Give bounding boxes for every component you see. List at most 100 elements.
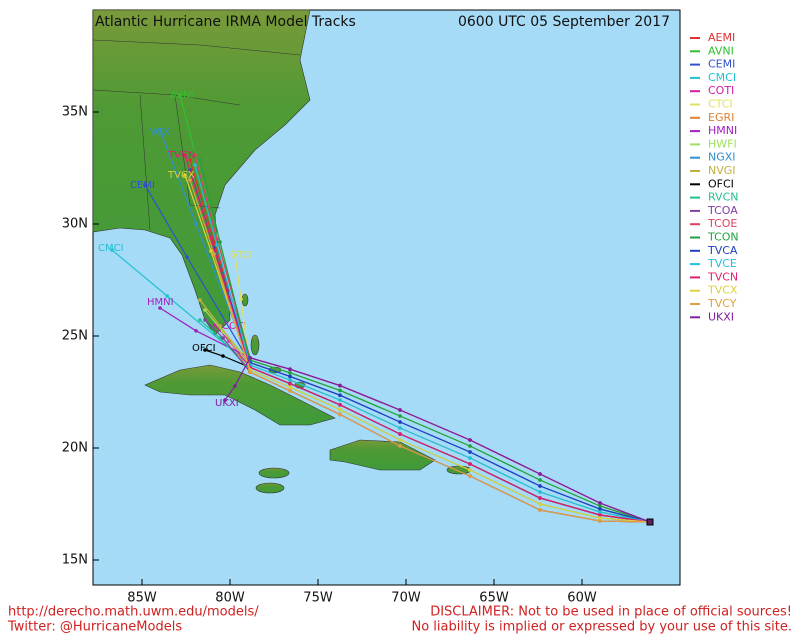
track-point <box>194 222 198 226</box>
track-point <box>398 426 402 430</box>
track <box>189 169 651 523</box>
track-point <box>221 336 225 340</box>
track-point <box>598 504 602 508</box>
state-border <box>92 39 301 56</box>
legend-label: COTI <box>708 84 734 97</box>
track-label: NGXI <box>148 127 173 138</box>
track-point <box>598 513 602 517</box>
track-point <box>598 507 602 511</box>
land <box>92 9 472 494</box>
legend-label: TCOA <box>707 204 738 217</box>
track-point <box>203 318 207 322</box>
track-point <box>239 297 243 301</box>
track-point <box>398 438 402 442</box>
track-point <box>212 252 216 256</box>
legend-label: TVCX <box>707 284 738 297</box>
track-point <box>288 371 292 375</box>
track <box>224 357 651 523</box>
track-point <box>193 153 197 157</box>
track-point <box>598 519 602 523</box>
legend-label: HWFI <box>708 137 737 150</box>
legend-label: EGRI <box>708 111 734 124</box>
lon-tick-label: 65W <box>479 591 509 606</box>
lon-tick-label: 70W <box>391 591 421 606</box>
track-point <box>248 356 252 360</box>
lat-tick-label: 35N <box>62 105 88 120</box>
lon-tick-label: 75W <box>303 591 333 606</box>
track-label: UKXI <box>215 398 239 409</box>
track-point <box>288 385 292 390</box>
track-label: AVNI <box>170 90 193 101</box>
lat-tick-label: 30N <box>62 217 88 232</box>
track-point <box>338 388 342 393</box>
track-point <box>538 496 542 500</box>
track-label: OFCI <box>192 343 216 354</box>
track-point <box>233 384 237 388</box>
track-point <box>338 403 342 407</box>
legend-label: HMNI <box>708 124 737 137</box>
legend-label: TVCE <box>707 257 737 270</box>
track-point <box>143 183 147 187</box>
track-point <box>248 370 252 375</box>
track-label: TVCN <box>167 150 195 161</box>
legend-label: CTCI <box>708 98 733 111</box>
track-label: TVCX <box>167 170 195 181</box>
state-border <box>174 94 221 209</box>
tracks: AVNI CEMI CMCI COTI CTCI HMNI NGXI OFCI TVCN TVCX… <box>98 90 654 526</box>
track-point <box>212 240 216 244</box>
track-point <box>468 474 472 478</box>
legend-label: AEMI <box>708 31 735 44</box>
footer-twitter: Twitter: @HurricaneModels <box>7 620 182 635</box>
track-point <box>398 432 402 436</box>
state-border <box>139 94 151 231</box>
legend-label: NGXI <box>708 151 736 164</box>
track-label: CMCI <box>98 243 124 254</box>
legend-label: RVCN <box>708 191 738 204</box>
track <box>194 164 651 523</box>
track-point <box>215 243 219 247</box>
track-point <box>203 348 207 352</box>
track-point <box>538 502 542 506</box>
track-point <box>221 354 225 358</box>
lat-tick-label: 15N <box>62 553 88 568</box>
track-point <box>185 255 189 259</box>
lon-tick-label: 80W <box>215 591 245 606</box>
track-point <box>183 153 187 157</box>
legend-label: TCOE <box>707 217 737 230</box>
track-point <box>198 318 202 322</box>
track-point <box>178 93 182 97</box>
track-point <box>288 374 292 379</box>
liability: No liability is implied or expressed by … <box>411 620 792 635</box>
track <box>189 179 651 523</box>
track-point <box>338 393 342 398</box>
track-point <box>165 294 169 298</box>
map-title: Atlantic Hurricane IRMA Model Tracks <box>95 14 356 30</box>
legend-label: AVNI <box>708 44 734 57</box>
track-point <box>538 484 542 488</box>
track-point <box>188 158 192 162</box>
track-point <box>538 490 542 494</box>
track-point <box>209 237 213 241</box>
track-point <box>538 472 542 476</box>
track-point <box>538 508 542 512</box>
track-point <box>398 420 402 424</box>
track-point <box>598 516 602 520</box>
track-point <box>468 462 472 466</box>
track-point <box>203 308 207 312</box>
track <box>199 159 651 523</box>
track-point <box>398 408 402 412</box>
track-point <box>158 128 162 132</box>
disclaimer: DISCLAIMER: Not to be used in place of o… <box>430 605 792 620</box>
legend-label: OFCI <box>708 177 734 190</box>
track-point <box>188 178 192 182</box>
legend-label: TVCY <box>707 297 737 310</box>
track <box>184 154 651 523</box>
timestamp: 0600 UTC 05 September 2017 <box>458 14 670 30</box>
track-point <box>398 414 402 418</box>
track-point <box>218 240 222 244</box>
track-point <box>218 324 222 328</box>
track-label: COTI <box>222 321 246 332</box>
legend-label: TCON <box>707 231 739 244</box>
legend-label: TVCN <box>707 270 738 283</box>
track-point <box>468 450 472 454</box>
